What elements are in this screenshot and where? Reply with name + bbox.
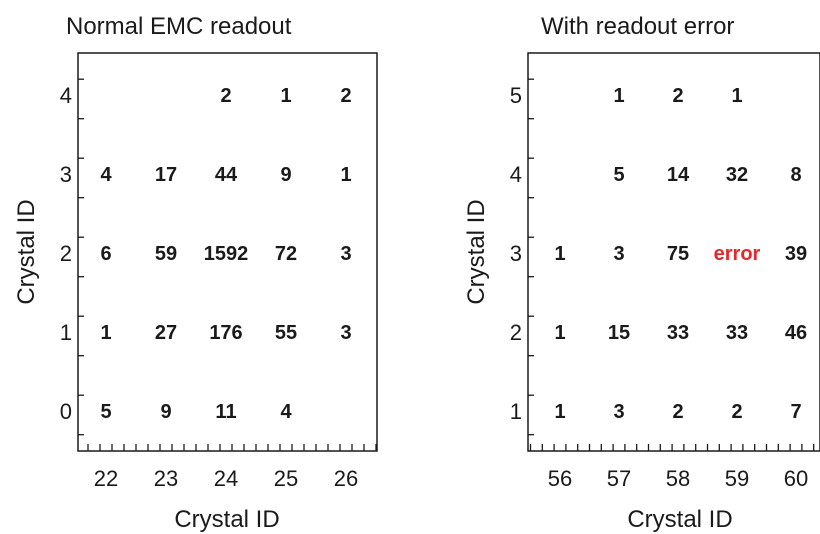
cell-value: 11: [215, 401, 236, 423]
plot-frame: [77, 52, 378, 452]
axis-ticks: [528, 78, 815, 451]
cell-value: 2: [672, 85, 683, 107]
y-tick-label: 5: [510, 83, 522, 108]
x-tick-labels: 56 57 58 59 60: [548, 466, 808, 491]
cell-value: 7: [790, 401, 801, 423]
plot-frame: [527, 52, 820, 452]
y-tick-label: 3: [60, 162, 72, 187]
cell-value: 32: [726, 164, 748, 186]
x-tick-label: 22: [94, 466, 118, 491]
cell-value: 33: [726, 322, 748, 344]
x-tick-label: 25: [274, 466, 298, 491]
cell-value: 4: [100, 164, 112, 186]
x-tick-label: 59: [725, 466, 749, 491]
y-tick-label: 4: [60, 83, 72, 108]
y-tick-label: 0: [60, 399, 72, 424]
x-tick-label: 26: [334, 466, 358, 491]
cell-values: 2 1 24 17 44 9 16 59 1592 72 31 27 176 55 35 9 11 4: [100, 85, 351, 423]
cell-value: 46: [785, 322, 807, 344]
cell-value: 72: [275, 243, 297, 265]
cell-value: 5: [100, 401, 111, 423]
x-tick-label: 57: [607, 466, 631, 491]
x-tick-label: 58: [666, 466, 690, 491]
y-tick-label: 4: [510, 162, 522, 187]
panel-title: With readout error: [541, 13, 734, 40]
cell-value: 14: [667, 164, 690, 186]
cell-value: 1: [280, 85, 291, 107]
x-axis-label: Crystal ID: [627, 506, 732, 533]
y-tick-label: 1: [60, 320, 72, 345]
cell-value: 15: [608, 322, 630, 344]
y-axis-label: Crystal ID: [463, 199, 490, 304]
cell-value: 1: [731, 85, 742, 107]
x-axis-label: Crystal ID: [174, 506, 279, 533]
cell-value: 1: [554, 243, 565, 265]
y-tick-labels: 0 1 2 3 4: [60, 83, 72, 424]
cell-value: 2: [340, 85, 351, 107]
cell-value: 9: [160, 401, 171, 423]
y-tick-label: 1: [510, 399, 522, 424]
y-tick-labels: 1 2 3 4 5: [510, 83, 522, 424]
x-tick-label: 23: [154, 466, 178, 491]
cell-value: 2: [672, 401, 683, 423]
cell-value: 39: [785, 243, 807, 265]
cell-value: 27: [155, 322, 177, 344]
cell-value: 5: [613, 164, 624, 186]
cell-value: 8: [790, 164, 801, 186]
cell-value: 4: [280, 401, 292, 423]
cell-value: 44: [215, 164, 238, 186]
cell-values: 1 2 15 14 32 81 3 75 error 391 15 33 33 461 3 2 2 7: [554, 85, 807, 423]
cell-value: 1: [100, 322, 111, 344]
cell-value: 3: [613, 401, 624, 423]
cell-value: 2: [220, 85, 231, 107]
cell-value: 1: [554, 322, 565, 344]
cell-value: 3: [340, 243, 351, 265]
cell-value: 2: [731, 401, 742, 423]
x-tick-label: 60: [784, 466, 808, 491]
y-tick-label: 2: [60, 241, 72, 266]
y-tick-label: 2: [510, 320, 522, 345]
cell-value: 17: [155, 164, 177, 186]
y-tick-label: 3: [510, 241, 522, 266]
cell-value: 3: [613, 243, 624, 265]
cell-value: 1592: [204, 243, 249, 265]
cell-value: 6: [100, 243, 111, 265]
cell-value: 9: [280, 164, 291, 186]
x-tick-label: 56: [548, 466, 572, 491]
axis-ticks: [78, 78, 377, 451]
cell-value: 3: [340, 322, 351, 344]
x-tick-label: 24: [214, 466, 238, 491]
cell-value: 176: [209, 322, 242, 344]
x-tick-labels: 22 23 24 25 26: [94, 466, 358, 491]
cell-error-label: error: [714, 243, 761, 265]
cell-value: 59: [155, 243, 177, 265]
y-axis-label: Crystal ID: [13, 199, 40, 304]
cell-value: 75: [667, 243, 689, 265]
panel-title: Normal EMC readout: [66, 13, 292, 40]
cell-value: 1: [554, 401, 565, 423]
cell-value: 33: [667, 322, 689, 344]
cell-value: 1: [340, 164, 351, 186]
cell-value: 1: [613, 85, 624, 107]
cell-value: 55: [275, 322, 297, 344]
